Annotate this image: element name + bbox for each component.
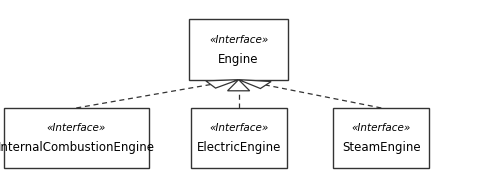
Text: «Interface»: «Interface» (352, 123, 411, 133)
Bar (189, 19, 288, 80)
Text: «Interface»: «Interface» (209, 35, 268, 45)
Text: ElectricEngine: ElectricEngine (196, 141, 281, 154)
Bar (4, 108, 149, 168)
Text: «Interface»: «Interface» (47, 123, 106, 133)
Polygon shape (206, 80, 239, 88)
Polygon shape (227, 80, 249, 91)
Bar (334, 108, 429, 168)
Text: Engine: Engine (218, 53, 259, 66)
Bar (191, 108, 287, 168)
Text: InternalCombustionEngine: InternalCombustionEngine (0, 141, 155, 154)
Polygon shape (239, 80, 271, 88)
Text: «Interface»: «Interface» (209, 123, 268, 133)
Text: SteamEngine: SteamEngine (342, 141, 421, 154)
